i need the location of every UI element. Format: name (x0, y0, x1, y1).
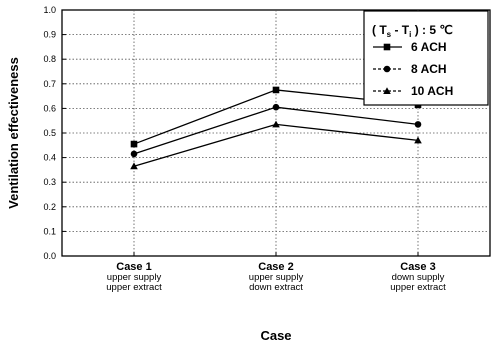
y-axis-ticks: 0.0 0.1 0.2 0.3 0.4 0.5 0.6 0.7 0.8 0.9 1.0 (43, 5, 66, 261)
series-8-ach (130, 103, 422, 158)
y-tick-label: 0.5 (43, 128, 56, 138)
x-category-sublabel: upper extract (106, 282, 162, 293)
marker-circle (383, 65, 391, 73)
y-tick-label: 0.3 (43, 177, 56, 187)
x-category-sublabel: upper supply (249, 272, 304, 283)
legend-label: 6 ACH (411, 40, 447, 54)
x-category-label: Case 2 (258, 261, 293, 273)
x-axis-label: Case (260, 328, 291, 343)
marker-triangle (383, 87, 391, 95)
marker-square (130, 140, 138, 148)
x-category-label: Case 1 (116, 261, 151, 273)
x-category-sublabel: down supply (392, 272, 445, 283)
x-category-sublabel: upper supply (107, 272, 162, 283)
marker-square (272, 86, 280, 94)
marker-circle (272, 103, 280, 111)
y-tick-label: 0.1 (43, 226, 56, 236)
legend-label: 8 ACH (411, 62, 447, 76)
marker-triangle (272, 120, 280, 128)
marker-square (383, 43, 391, 51)
y-tick-label: 0.4 (43, 153, 56, 163)
y-tick-label: 0.7 (43, 79, 56, 89)
y-tick-label: 0.9 (43, 30, 56, 40)
y-tick-label: 0.2 (43, 202, 56, 212)
marker-circle (414, 121, 422, 128)
y-tick-label: 0.0 (43, 251, 56, 261)
y-axis-label: Ventilation effectiveness (6, 57, 21, 209)
marker-circle (130, 150, 138, 158)
x-category-sublabel: upper extract (390, 282, 446, 293)
legend: ( Ts - Ti ) : 5 ℃ 6 ACH 8 ACH 10 ACH (363, 10, 489, 106)
legend-label: 10 ACH (411, 84, 453, 98)
y-tick-label: 0.8 (43, 54, 56, 64)
y-tick-label: 1.0 (43, 5, 56, 15)
marker-triangle (414, 136, 422, 144)
legend-items: 6 ACH 8 ACH 10 ACH (373, 40, 453, 98)
legend-box (363, 10, 489, 106)
legend-title: ( Ts - Ti ) : 5 ℃ (372, 23, 453, 39)
marker-triangle (130, 162, 138, 170)
x-category-label: Case 3 (400, 261, 435, 273)
y-tick-label: 0.6 (43, 103, 56, 113)
series-line (133, 123, 419, 167)
x-category-sublabel: down extract (249, 282, 303, 293)
series-10-ach (130, 120, 422, 170)
